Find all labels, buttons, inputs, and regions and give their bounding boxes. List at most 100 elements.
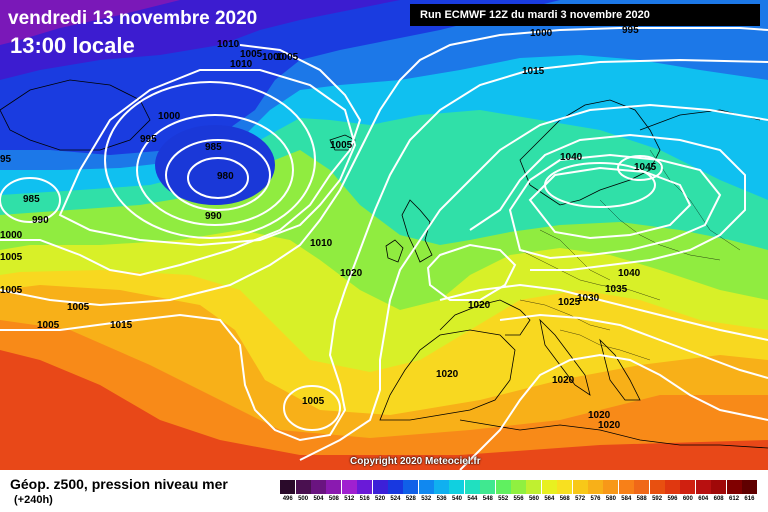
isobar-1020-france [426,243,517,301]
legend-swatch [511,480,527,494]
legend-entry: 568 [557,480,573,502]
isobar-label: 1045 [634,162,657,173]
isobar-label: 1020 [468,300,491,311]
legend-entry: 576 [588,480,603,502]
legend-swatch [726,480,742,494]
border-line-3 [599,199,721,261]
isobar-985 [165,139,271,211]
legend-value-label: 556 [513,496,524,502]
legend-swatch [572,480,588,494]
isobar-label: 1020 [552,375,575,386]
legend-entry: 524 [387,480,403,502]
isobar-1030 [508,153,722,260]
isobar-label: 1020 [598,420,621,431]
isobar-label: 1035 [605,284,628,295]
legend-swatch [280,480,296,494]
isobar-label: 1020 [588,410,611,421]
coastlines [0,79,768,449]
border-line-1 [519,249,661,301]
legend-swatch [695,480,711,494]
coast-uk [401,199,433,263]
isobar-label: 1040 [618,268,641,279]
isobar-label: 1025 [558,297,581,308]
legend-entry: 596 [664,480,680,502]
isobar-label: 990 [32,215,49,226]
legend-value-label: 524 [390,496,401,502]
isobar-label: 1020 [436,369,459,380]
z500-field-purple [0,0,180,45]
legend-value-label: 532 [421,496,432,502]
isobar-1005-south [283,385,341,431]
isobar-labels: 1010 1005 1010 1000 1005 1000 995 1015 1… [0,25,657,431]
z500-field-indigo [0,0,400,80]
legend-swatch [403,480,419,494]
legend-swatch [680,480,696,494]
legend-value-label: 536 [436,496,447,502]
legend-entry: 616 [741,480,757,502]
isobar-1040 [544,162,656,208]
legend-swatch [341,480,357,494]
isobar-1025-east [439,283,768,341]
legend-entry: 544 [464,480,480,502]
isobar-label: 1010 [230,59,253,70]
isobar-1030-east [499,313,768,379]
legend-entry: 500 [295,480,311,502]
isobar-label: 1040 [560,152,583,163]
country-borders [519,149,741,361]
legend-entry: 496 [280,480,296,502]
legend-entry: 580 [603,480,619,502]
coast-north-africa [519,424,768,449]
legend-swatch [418,480,434,494]
legend-swatch [310,480,326,494]
forecast-lead-time: (+240h) [14,494,53,506]
isobar-label: 1000 [262,52,285,63]
legend-value-label: 528 [405,496,416,502]
isobar-label: 1005 [0,252,23,263]
isobar-1020-south [459,353,768,470]
legend-swatch [741,480,757,494]
coast-ireland [385,239,404,263]
coast-morocco [459,419,521,431]
legend-value-label: 596 [667,496,678,502]
legend-entry: 572 [572,480,588,502]
isobar-1035 [528,166,692,240]
isobar-1015 [0,58,768,442]
legend-entry: 600 [680,480,696,502]
isobar-label: 1005 [276,52,299,63]
legend-value-label: 584 [621,496,632,502]
border-line-2 [539,229,611,281]
map-parameter-title: Géop. z500, pression niveau mer [10,476,228,492]
legend-swatch [541,480,557,494]
isobar-label: 985 [205,142,222,153]
legend-value-label: 580 [605,496,616,502]
isobar-label: 1015 [522,66,545,77]
model-run-label: Run ECMWF 12Z du mardi 3 novembre 2020 [410,4,760,26]
border-line-5 [559,329,651,361]
legend-entry: 536 [434,480,450,502]
legend-value-label: 568 [559,496,570,502]
isobar-label: 1005 [330,140,353,151]
isobar-label: 995 [622,25,639,36]
legend-swatch [634,480,650,494]
legend-entry: 552 [495,480,511,502]
legend-entry: 588 [634,480,650,502]
isobar-1000 [58,69,357,247]
color-scale-legend: 496 500 504 508 512 516 520 524 528 532 536 540 544 5… [280,480,757,502]
coast-greenland [0,79,151,151]
legend-value-label: 520 [375,496,386,502]
isobar-label: 1020 [340,268,363,279]
legend-entry: 584 [618,480,634,502]
isobar-label: 995 [140,134,157,145]
isobar-label: 1005 [240,49,263,60]
legend-entry: 532 [418,480,434,502]
legend-value-label: 504 [313,496,324,502]
legend-swatch [295,480,311,494]
legend-bar: Géop. z500, pression niveau mer (+240h) … [0,470,768,512]
legend-value-label: 616 [744,496,755,502]
legend-swatch [372,480,388,494]
legend-swatch [387,480,403,494]
legend-swatch [326,480,342,494]
isobar-985-west [0,177,61,223]
isobar-label: 1000 [0,230,23,241]
legend-entry: 528 [403,480,419,502]
